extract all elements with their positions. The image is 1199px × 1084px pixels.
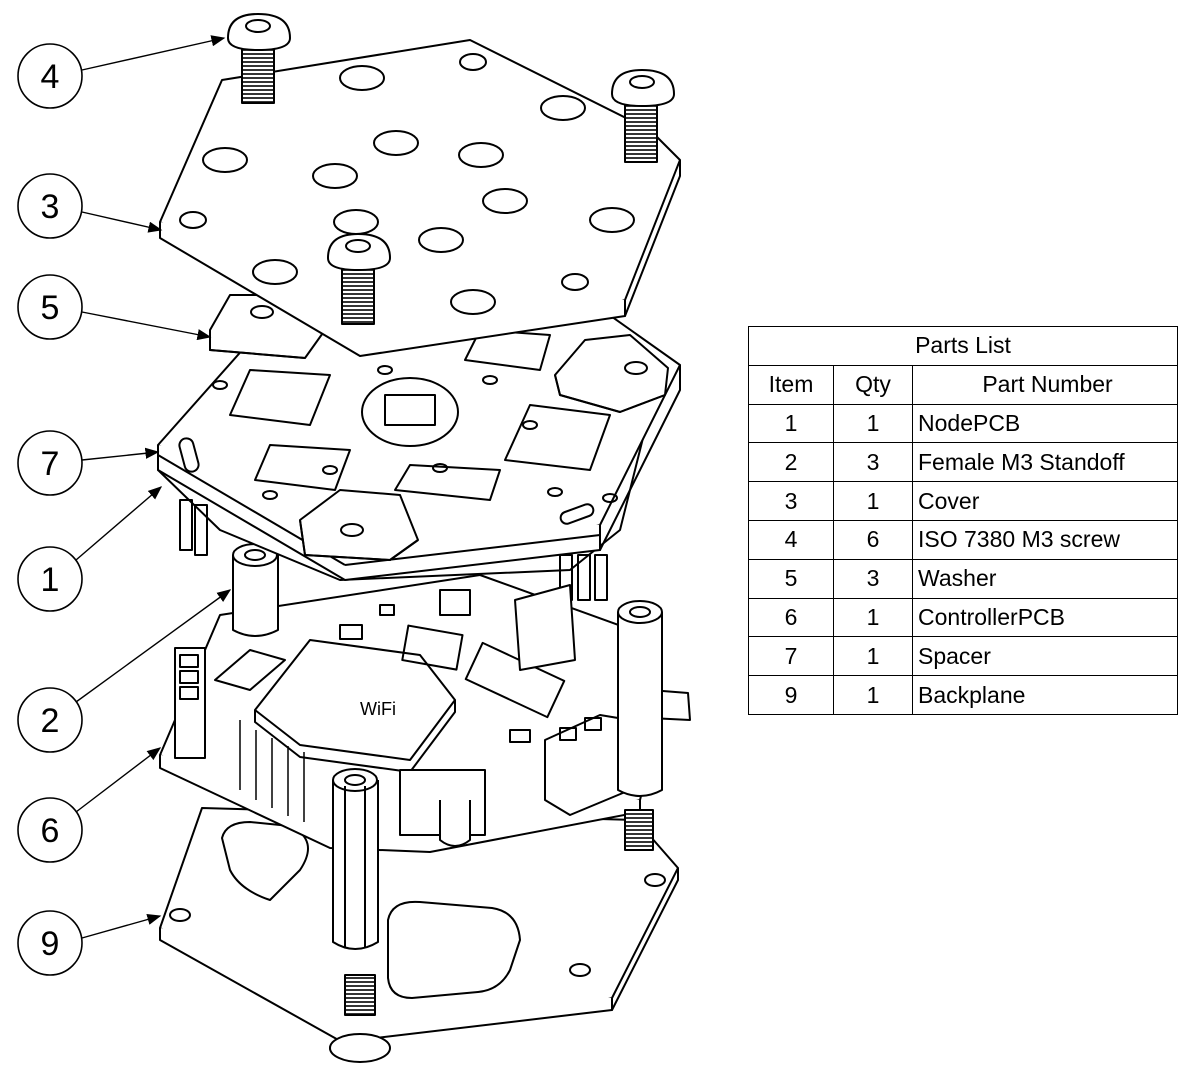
table-row: 2 3 Female M3 Standoff	[748, 442, 1178, 483]
balloon-2-circle	[17, 687, 83, 753]
balloon-3-circle	[17, 173, 83, 239]
balloon-6-circle	[17, 797, 83, 863]
standoff-front	[332, 768, 379, 950]
cell-item: 6	[748, 597, 834, 638]
cell-qty: 1	[833, 481, 913, 521]
screw-bottom-right	[624, 809, 654, 851]
leader-7	[81, 447, 160, 461]
cell-qty: 3	[833, 558, 913, 599]
balloon-2-label: 2	[41, 702, 60, 740]
cell-qty: 3	[833, 442, 913, 483]
leader-1	[75, 486, 163, 561]
cell-item: 2	[748, 442, 834, 483]
balloon-4-circle	[17, 43, 83, 109]
balloon-1-label: 1	[41, 561, 60, 599]
leader-2	[75, 589, 232, 703]
washer-right	[554, 334, 669, 413]
cell-qty: 1	[833, 597, 913, 638]
cell-item: 1	[748, 403, 834, 444]
parts-list-title: Parts List	[748, 326, 1178, 366]
header-qty: Qty	[833, 364, 913, 405]
leader-4	[81, 35, 226, 71]
cover	[159, 39, 681, 357]
cell-qty: 6	[833, 519, 913, 560]
balloon-1-circle	[17, 546, 83, 612]
screw-top-front	[327, 233, 391, 325]
cell-qty: 1	[833, 403, 913, 444]
cell-item: 3	[748, 481, 834, 521]
balloon-4-label: 4	[41, 58, 60, 96]
cover-holes	[179, 53, 635, 315]
leader-6	[75, 747, 162, 813]
cell-part-number: ControllerPCB	[912, 597, 1178, 638]
header-item: Item	[748, 364, 834, 405]
cell-part-number: ISO 7380 M3 screw	[912, 519, 1178, 560]
header-part-number: Part Number	[912, 364, 1178, 405]
screw-top-right	[611, 69, 675, 163]
table-row: 6 1 ControllerPCB	[748, 597, 1178, 638]
screw-top-left	[227, 13, 291, 104]
cell-part-number: Washer	[912, 558, 1178, 599]
washer-front	[299, 489, 419, 561]
table-row: 7 1 Spacer	[748, 636, 1178, 677]
table-row: 3 1 Cover	[748, 481, 1178, 521]
cell-qty: 1	[833, 636, 913, 677]
cell-part-number: Female M3 Standoff	[912, 442, 1178, 483]
table-row: 9 1 Backplane	[748, 675, 1178, 715]
leader-lines	[75, 35, 232, 939]
cell-part-number: Spacer	[912, 636, 1178, 677]
balloon-6-label: 6	[41, 812, 60, 850]
cell-item: 9	[748, 675, 834, 715]
leader-3	[81, 211, 163, 233]
parts-list-table: Parts List Item Qty Part Number 1 1 Node…	[748, 326, 1178, 715]
leader-5	[81, 311, 212, 341]
exploded-assembly-drawing: WiFi	[17, 13, 691, 1063]
cell-part-number: Cover	[912, 481, 1178, 521]
balloon-5-circle	[17, 274, 83, 340]
cell-item: 7	[748, 636, 834, 677]
table-row: 1 1 NodePCB	[748, 403, 1178, 444]
balloon-7-label: 7	[41, 445, 60, 483]
table-row: 4 6 ISO 7380 M3 screw	[748, 519, 1178, 560]
cell-item: 4	[748, 519, 834, 560]
wifi-label: WiFi	[360, 699, 396, 719]
balloon-9-label: 9	[41, 925, 60, 963]
cell-item: 5	[748, 558, 834, 599]
standoff-left	[232, 543, 279, 637]
cell-part-number: NodePCB	[912, 403, 1178, 444]
standoff-right	[617, 600, 663, 797]
cell-part-number: Backplane	[912, 675, 1178, 715]
balloon-9-circle	[17, 910, 83, 976]
leader-9	[81, 914, 162, 939]
balloon-7-circle	[17, 430, 83, 496]
cell-qty: 1	[833, 675, 913, 715]
balloon-5-label: 5	[41, 289, 60, 327]
screw-bottom-front	[329, 974, 391, 1063]
table-row: 5 3 Washer	[748, 558, 1178, 599]
balloon-3-label: 3	[41, 188, 60, 226]
